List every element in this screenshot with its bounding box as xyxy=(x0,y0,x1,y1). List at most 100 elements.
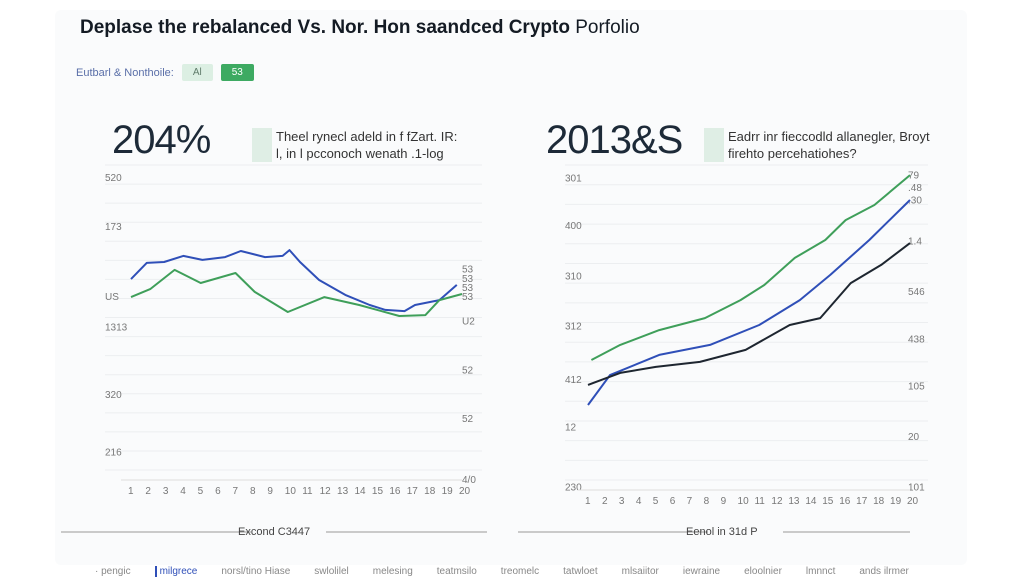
right-tick-label: 20 xyxy=(908,432,920,443)
x-tick-label: 6 xyxy=(215,486,221,497)
y-tick-label: 12 xyxy=(565,422,577,433)
x-tick-label: 4 xyxy=(180,486,186,497)
x-tick-label: 20 xyxy=(907,496,919,507)
right-tick-label: 53 xyxy=(462,292,474,303)
x-tick-label: 4 xyxy=(636,496,642,507)
series-line-blue xyxy=(587,199,911,406)
right-x-label: Eenol in 31d P xyxy=(686,526,758,538)
x-tick-label: 8 xyxy=(250,486,256,497)
legend: Eutbarl & Nonthoile: Al 53 xyxy=(76,64,254,81)
series-line-green xyxy=(590,174,911,361)
right-description: Eadrr inr fieccodld allanegler, Broyt fir… xyxy=(704,128,930,162)
x-tick-label: 10 xyxy=(738,496,750,507)
right-tick-label: 53 xyxy=(462,283,474,294)
left-x-label: Excond C3447 xyxy=(238,526,311,538)
x-tick-label: 16 xyxy=(389,486,401,497)
x-tick-label: 7 xyxy=(233,486,239,497)
right-tick-label: 52 xyxy=(462,365,474,376)
x-tick-label: 14 xyxy=(354,486,366,497)
x-tick-label: 17 xyxy=(856,496,868,507)
nav-item[interactable]: norsl/tino Hiase xyxy=(221,566,291,577)
desc-line: Eadrr inr fieccodld allanegler, Broyt xyxy=(728,129,930,144)
right-tick-label: 101 xyxy=(908,482,925,493)
right-tick-label: 1.4 xyxy=(908,237,922,248)
nav-item[interactable]: mlsaiitor xyxy=(621,566,659,577)
left-big-value: 204% xyxy=(112,118,211,162)
legend-label: Eutbarl & Nonthoile: xyxy=(76,66,174,79)
right-tick-label: 53 xyxy=(462,274,474,285)
right-tick-label: 546 xyxy=(908,287,925,298)
x-tick-label: 12 xyxy=(771,496,783,507)
y-tick-label: 230 xyxy=(565,482,582,493)
x-tick-label: 18 xyxy=(873,496,885,507)
x-tick-label: 12 xyxy=(320,486,332,497)
right-tick-label: .30 xyxy=(908,196,922,207)
x-tick-label: 5 xyxy=(653,496,659,507)
right-tick-label: 53 xyxy=(462,265,474,276)
x-tick-label: 14 xyxy=(805,496,817,507)
legend-chip-b[interactable]: 53 xyxy=(220,64,254,81)
right-tick-label: 105 xyxy=(908,382,925,393)
x-tick-label: 9 xyxy=(267,486,273,497)
series-line-blue xyxy=(130,249,458,313)
y-tick-label: 301 xyxy=(565,174,582,185)
y-tick-label: US xyxy=(105,292,119,303)
series-line-black xyxy=(587,242,911,386)
x-tick-label: 7 xyxy=(687,496,693,507)
right-tick-label: .48 xyxy=(908,183,922,194)
x-tick-label: 13 xyxy=(788,496,800,507)
nav-item[interactable]: lmnnct xyxy=(805,566,836,577)
nav-item[interactable]: tatwloet xyxy=(563,566,598,577)
x-tick-label: 8 xyxy=(704,496,710,507)
x-tick-label: 15 xyxy=(372,486,384,497)
x-tick-label: 1 xyxy=(128,486,134,497)
legend-chip-a[interactable]: Al xyxy=(181,64,213,81)
desc-line: firehto percehatiohes? xyxy=(728,146,857,161)
x-tick-label: 6 xyxy=(670,496,676,507)
x-tick-label: 19 xyxy=(442,486,454,497)
y-tick-label: 320 xyxy=(105,390,122,401)
desc-line: l, in l pcconoch wenath .1-log xyxy=(276,146,444,161)
x-tick-label: 16 xyxy=(839,496,851,507)
right-tick-label: 438 xyxy=(908,334,925,345)
x-tick-label: 20 xyxy=(459,486,471,497)
nav-item[interactable]: swlolilel xyxy=(314,566,349,577)
y-tick-label: 312 xyxy=(565,322,582,333)
y-tick-label: 173 xyxy=(105,222,122,233)
page-title: Deplase the rebalanced Vs. Nor. Hon saan… xyxy=(80,17,640,39)
x-tick-label: 3 xyxy=(619,496,625,507)
nav-item[interactable]: melesing xyxy=(372,566,413,577)
x-tick-label: 11 xyxy=(754,496,765,507)
right-big-value: 2013&S xyxy=(546,118,683,162)
left-description: Theel rynecl adeld in f fZart. IR: l, in … xyxy=(252,128,457,162)
x-tick-label: 1 xyxy=(585,496,591,507)
x-tick-label: 13 xyxy=(337,486,349,497)
title-light: Porfolio xyxy=(575,17,640,38)
y-tick-label: 412 xyxy=(565,375,582,386)
right-tick-label: 4/0 xyxy=(462,475,476,486)
nav-item[interactable]: treomelc xyxy=(500,566,540,577)
y-tick-label: 310 xyxy=(565,271,582,282)
y-tick-label: 400 xyxy=(565,221,582,232)
nav-item[interactable]: milgrece xyxy=(154,566,197,577)
nav-item[interactable]: · pengic xyxy=(95,566,131,577)
nav-item[interactable]: iewraine xyxy=(682,566,721,577)
right-tick-label: U2 xyxy=(462,317,475,328)
x-tick-label: 9 xyxy=(721,496,727,507)
x-tick-label: 17 xyxy=(407,486,419,497)
y-tick-label: 216 xyxy=(105,448,122,459)
x-tick-label: 3 xyxy=(163,486,169,497)
nav-item[interactable]: teatmsilo xyxy=(436,566,477,577)
x-tick-label: 2 xyxy=(602,496,608,507)
nav-item[interactable]: eloolnier xyxy=(744,566,782,577)
bottom-nav: · pengic milgrece norsl/tino Hiase swlolile… xyxy=(95,566,909,577)
right-tick-label: 52 xyxy=(462,414,474,425)
desc-line: Theel rynecl adeld in f fZart. IR: xyxy=(276,129,458,144)
y-tick-label: 520 xyxy=(105,173,122,184)
nav-item[interactable]: ands ilrmer xyxy=(859,566,909,577)
x-tick-label: 15 xyxy=(822,496,834,507)
right-tick-label: 79 xyxy=(908,170,920,181)
x-tick-label: 11 xyxy=(302,486,313,497)
x-tick-label: 18 xyxy=(424,486,436,497)
